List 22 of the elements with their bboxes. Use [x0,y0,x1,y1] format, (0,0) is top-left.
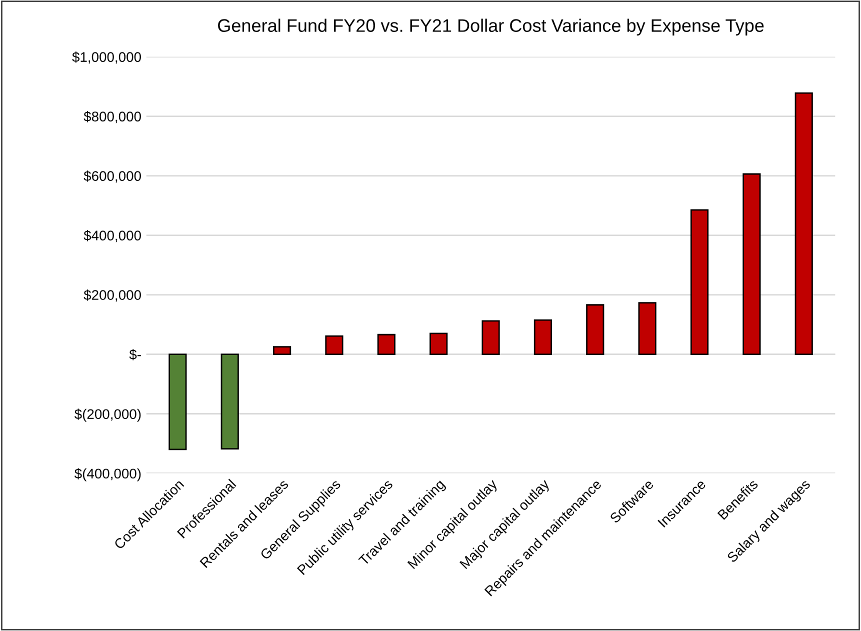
bar [168,354,187,450]
y-tick-label: $(200,000) [74,408,141,422]
y-tick-label: $- [129,349,141,360]
bar [638,302,656,355]
bar [482,320,500,355]
bar [430,332,448,355]
bar [794,92,813,355]
y-tick-label: $1,000,000 [72,52,141,64]
bar [377,334,396,355]
bar [273,346,292,355]
chart-title: General Fund FY20 vs. FY21 Dollar Cost Variance by Expense Type [218,18,764,36]
bar [325,335,344,355]
bar [690,209,709,355]
bar [586,304,604,355]
bar [534,319,552,355]
bar [220,354,239,450]
y-tick-label: $400,000 [84,230,141,242]
y-tick-label: $200,000 [84,290,141,302]
y-tick-label: $600,000 [84,170,141,183]
bar [742,173,761,355]
y-tick-label: $(400,000) [74,468,141,482]
y-tick-label: $800,000 [84,111,141,124]
